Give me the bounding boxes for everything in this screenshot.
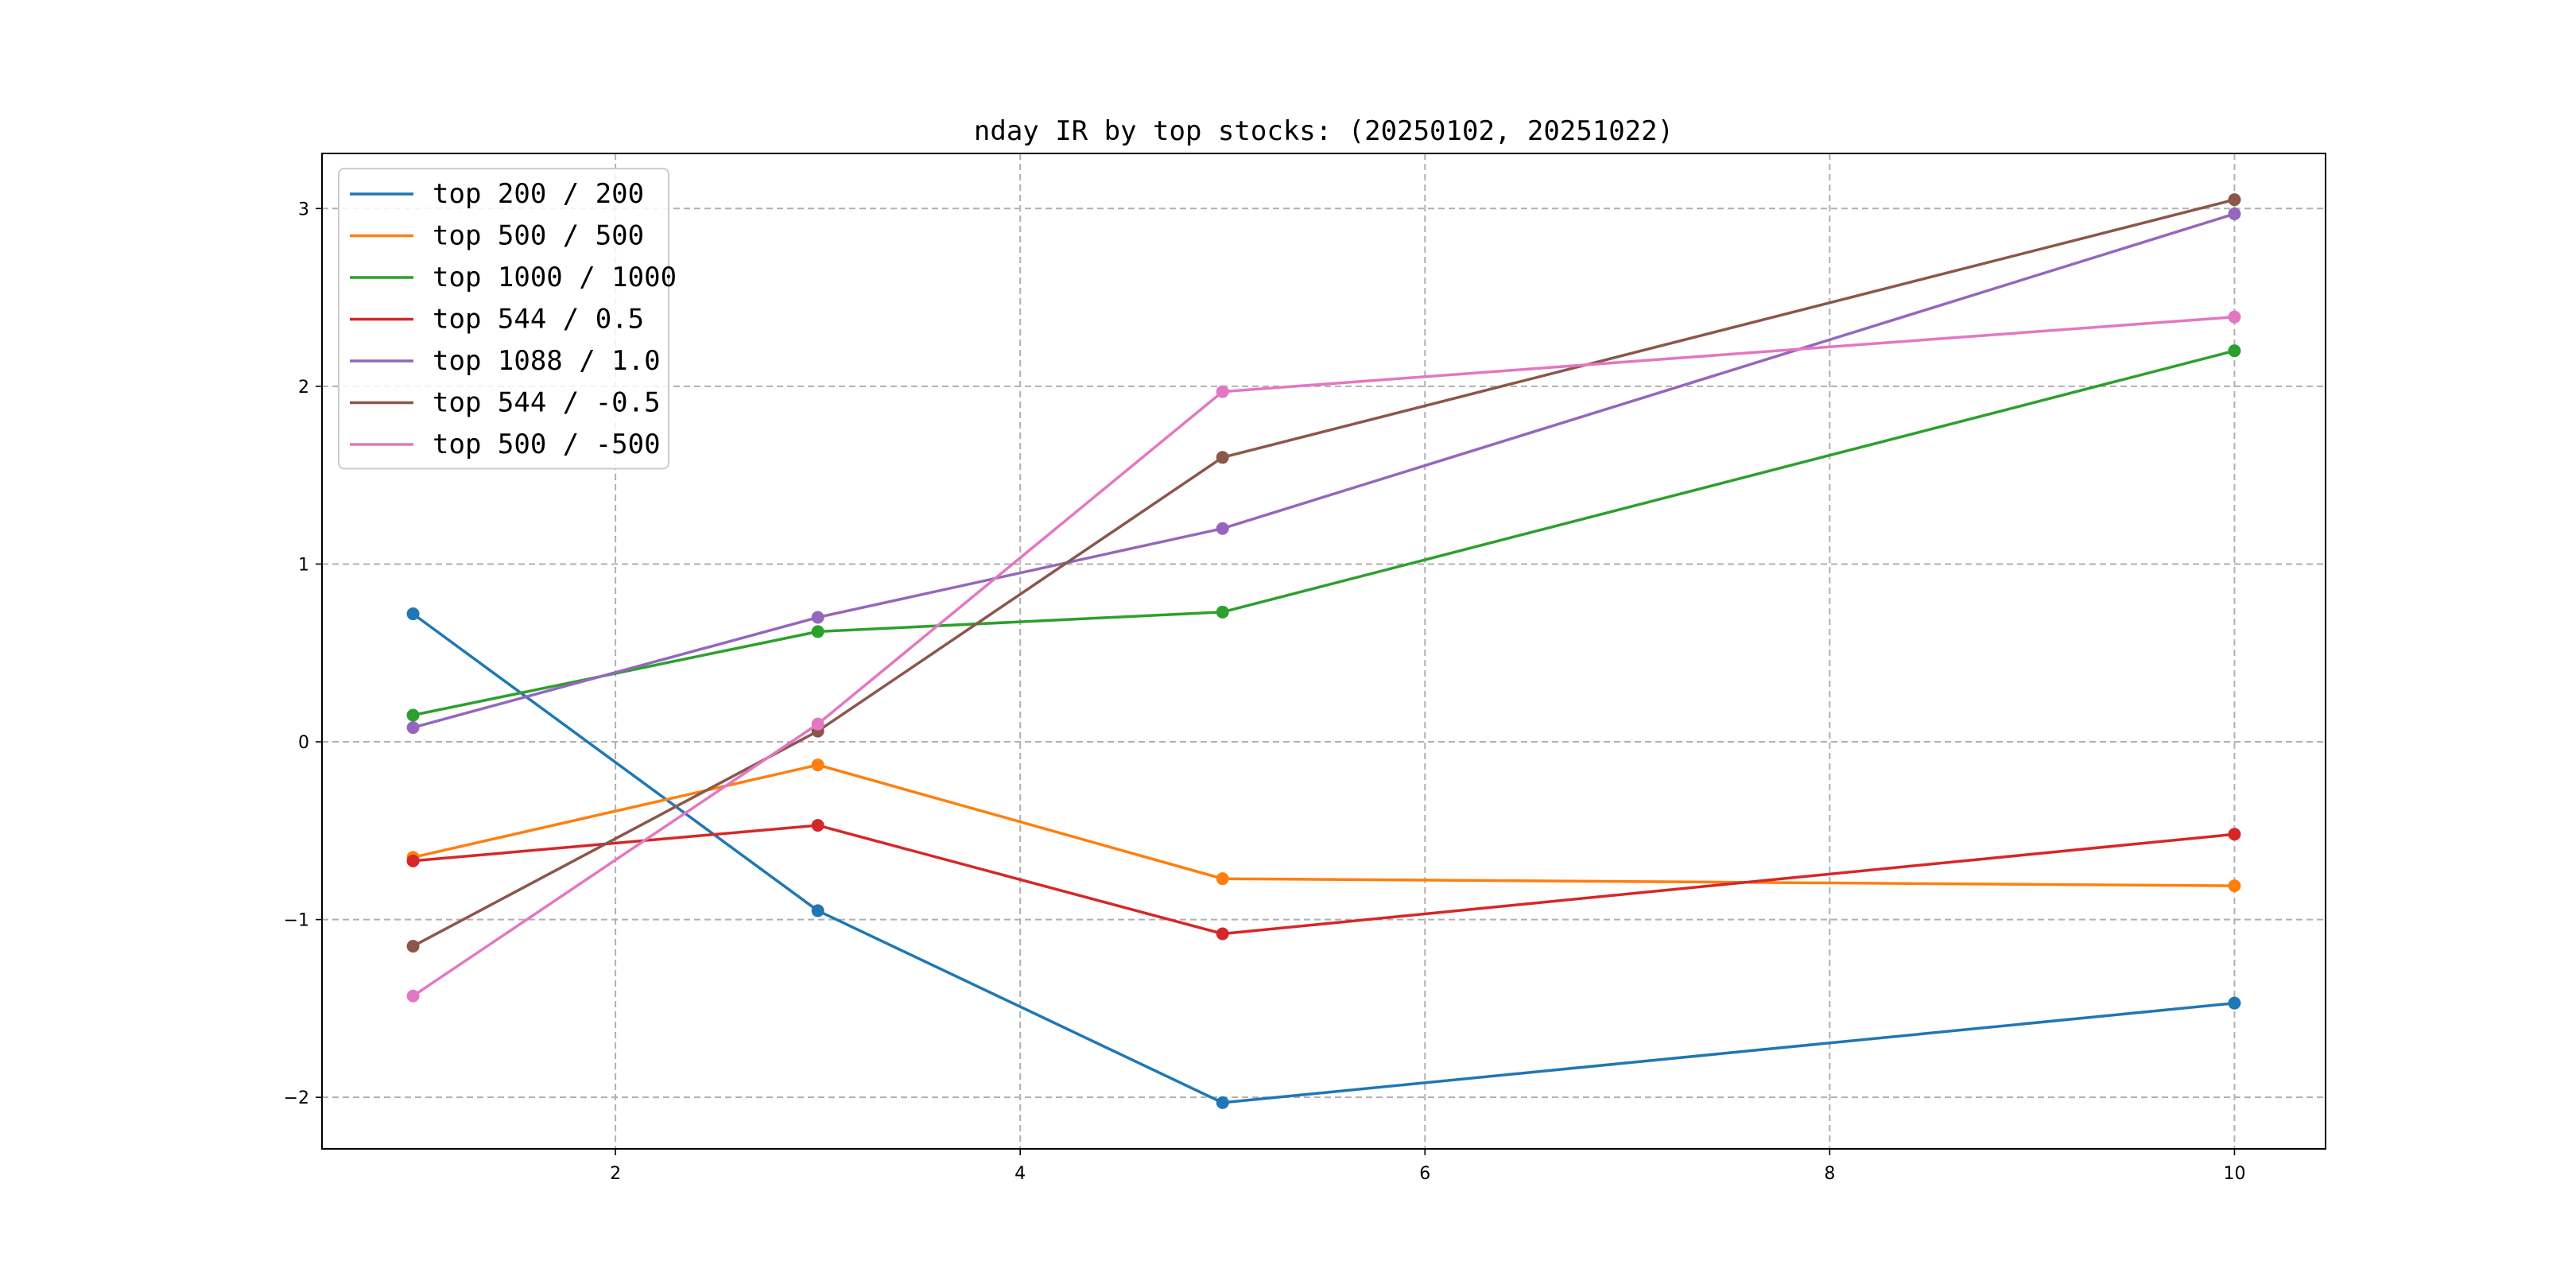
series-4 (406, 819, 2241, 941)
y-tick-label: 0 (298, 733, 309, 753)
grid (322, 153, 2326, 1149)
data-point (1216, 451, 1229, 464)
y-tick-label: −1 (284, 911, 309, 931)
data-point (1216, 522, 1229, 535)
legend: top 200 / 200 top 500 / 500 top 1000 / 100… (338, 168, 677, 470)
legend-label: top 1088 / 1.0 (433, 345, 661, 377)
data-point (2228, 344, 2241, 358)
legend-item: top 200 / 200 (350, 178, 644, 210)
x-tick-label: 2 (610, 1164, 621, 1184)
y-tick-label: −2 (284, 1088, 309, 1108)
legend-item: top 1088 / 1.0 (350, 345, 661, 377)
x-tick-label: 4 (1014, 1164, 1026, 1184)
data-point (811, 758, 824, 772)
data-point (406, 607, 420, 621)
data-point (2228, 879, 2241, 893)
series-line (413, 212, 2236, 729)
data-point (811, 819, 824, 832)
legend-label: top 500 / 500 (433, 220, 644, 252)
data-point (2228, 208, 2241, 221)
legend-label: top 544 / -0.5 (433, 387, 661, 419)
data-point (811, 717, 824, 731)
plot-area-frame (321, 153, 2326, 1150)
legend-box (338, 168, 669, 470)
data-point (811, 611, 824, 624)
legend-label: top 200 / 200 (433, 178, 644, 210)
data-point (406, 940, 420, 953)
legend-label: top 544 / 0.5 (433, 304, 644, 336)
series-layer (406, 193, 2241, 1109)
data-point (811, 904, 824, 918)
legend-item: top 1000 / 1000 (350, 262, 677, 293)
series-line (412, 198, 2235, 948)
data-point (2228, 310, 2241, 324)
x-tick-label: 8 (1824, 1164, 1835, 1184)
data-point (2228, 193, 2241, 207)
data-point (1216, 385, 1229, 398)
data-point (406, 854, 420, 867)
data-point (2228, 828, 2241, 841)
data-point (406, 989, 420, 1003)
data-point (811, 625, 824, 638)
series-line (412, 315, 2235, 998)
series-line (412, 612, 2235, 1104)
series-1 (406, 607, 2241, 1109)
data-point (1216, 872, 1229, 886)
x-tick-label: 6 (1419, 1164, 1430, 1184)
data-point (1216, 605, 1229, 619)
data-point (2228, 996, 2241, 1010)
y-tick-label: 1 (298, 555, 309, 575)
series-line (413, 824, 2235, 936)
data-point (1216, 1096, 1229, 1109)
legend-item: top 544 / -0.5 (350, 387, 661, 419)
series-7 (406, 310, 2241, 1003)
legend-item: top 544 / 0.5 (350, 304, 644, 336)
legend-item: top 500 / -500 (350, 429, 661, 460)
axis-ticks: 2 4 6 8 10 −2 −1 0 1 2 3 (284, 200, 2246, 1184)
y-tick-label: 3 (298, 200, 309, 219)
data-point (406, 708, 420, 722)
legend-label: top 500 / -500 (433, 429, 661, 460)
data-point (406, 721, 420, 735)
legend-item: top 500 / 500 (350, 220, 644, 252)
series-5 (406, 208, 2241, 735)
x-tick-label: 10 (2223, 1164, 2245, 1184)
chart-title: nday IR by top stocks: (20250102, 202510… (974, 115, 1674, 147)
series-line (413, 763, 2235, 887)
legend-label: top 1000 / 1000 (433, 262, 677, 293)
data-point (1216, 927, 1229, 941)
y-tick-label: 2 (298, 378, 309, 398)
